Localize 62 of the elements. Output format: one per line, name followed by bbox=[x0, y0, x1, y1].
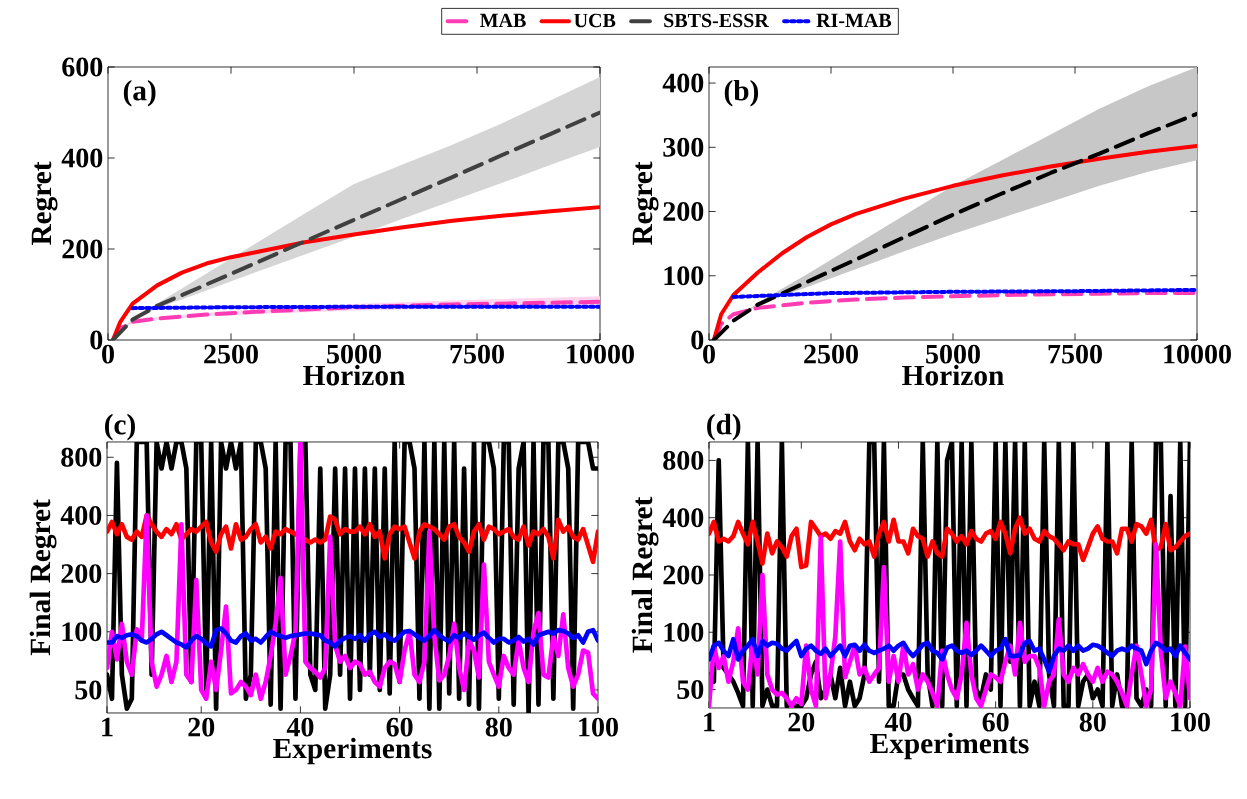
x-tick-label: 40 bbox=[884, 712, 912, 732]
x-tick-label: 7500 bbox=[450, 344, 504, 364]
x-tick-label: 20 bbox=[788, 712, 815, 732]
line-series bbox=[731, 287, 1197, 299]
x-tick-label: 1 bbox=[102, 717, 113, 737]
chart-title: (b) bbox=[724, 79, 759, 107]
line-series bbox=[107, 626, 598, 650]
x-tick-label: 60 bbox=[386, 717, 413, 737]
x-tick-label: 80 bbox=[1079, 712, 1106, 732]
y-tick-label: 400 bbox=[662, 508, 704, 528]
y-tick-label: 400 bbox=[60, 506, 102, 525]
y-tick-label: 50 bbox=[677, 680, 704, 699]
legend-label: RI-MAB bbox=[816, 13, 892, 28]
legend-label: SBTS-ESSR bbox=[664, 13, 769, 28]
y-tick-label: 400 bbox=[61, 148, 103, 168]
x-tick-label: 100 bbox=[579, 717, 618, 737]
x-tick-label: 60 bbox=[982, 712, 1009, 732]
x-tick-label: 2500 bbox=[204, 344, 258, 364]
y-tick-label: 50 bbox=[75, 680, 102, 700]
y-tick-label: 200 bbox=[663, 565, 704, 585]
x-tick-label: 80 bbox=[485, 717, 512, 737]
chart-title: (c) bbox=[105, 413, 135, 441]
y-axis-title: Final Regret bbox=[631, 496, 659, 653]
x-tick-label: 2500 bbox=[804, 344, 858, 364]
y-tick-label: 200 bbox=[62, 239, 103, 259]
chart-title: (a) bbox=[123, 79, 156, 107]
legend-label: MAB bbox=[480, 13, 526, 28]
line-series bbox=[709, 535, 1190, 708]
x-tick-label: 10000 bbox=[567, 344, 634, 364]
line-series bbox=[709, 515, 1190, 570]
x-axis-title: Experiments bbox=[273, 737, 432, 765]
y-tick-label: 100 bbox=[664, 266, 704, 286]
x-axis-title: Experiments bbox=[870, 732, 1029, 760]
y-axis-title: Final Regret bbox=[29, 499, 57, 656]
y-tick-label: 300 bbox=[663, 137, 704, 157]
legend-label: UCB bbox=[574, 13, 616, 28]
line-series bbox=[110, 205, 600, 340]
y-tick-label: 0 bbox=[90, 330, 103, 350]
line-series bbox=[107, 513, 598, 565]
y-tick-label: 400 bbox=[662, 73, 704, 93]
x-tick-label: 20 bbox=[188, 717, 215, 737]
x-axis-title: Horizon bbox=[902, 364, 1004, 386]
y-tick-label: 100 bbox=[62, 622, 102, 642]
x-tick-label: 5000 bbox=[926, 344, 980, 364]
x-tick-label: 100 bbox=[1171, 712, 1210, 732]
x-tick-label: 7500 bbox=[1048, 344, 1102, 364]
x-tick-label: 40 bbox=[286, 717, 314, 737]
line-series bbox=[709, 636, 1190, 675]
x-tick-label: 1 bbox=[704, 712, 715, 732]
y-tick-label: 0 bbox=[691, 330, 704, 350]
x-tick-label: 5000 bbox=[327, 344, 381, 364]
y-tick-label: 800 bbox=[61, 447, 102, 467]
y-axis-title: Regret bbox=[31, 161, 58, 246]
chart-title: (d) bbox=[707, 413, 741, 441]
x-axis-title: Horizon bbox=[303, 364, 405, 386]
y-tick-label: 100 bbox=[664, 622, 704, 642]
y-tick-label: 200 bbox=[663, 202, 704, 221]
y-tick-label: 200 bbox=[61, 564, 102, 584]
y-tick-label: 800 bbox=[663, 450, 704, 470]
y-axis-title: Regret bbox=[632, 161, 659, 246]
y-tick-label: 600 bbox=[62, 57, 103, 77]
x-tick-label: 10000 bbox=[1164, 344, 1231, 364]
